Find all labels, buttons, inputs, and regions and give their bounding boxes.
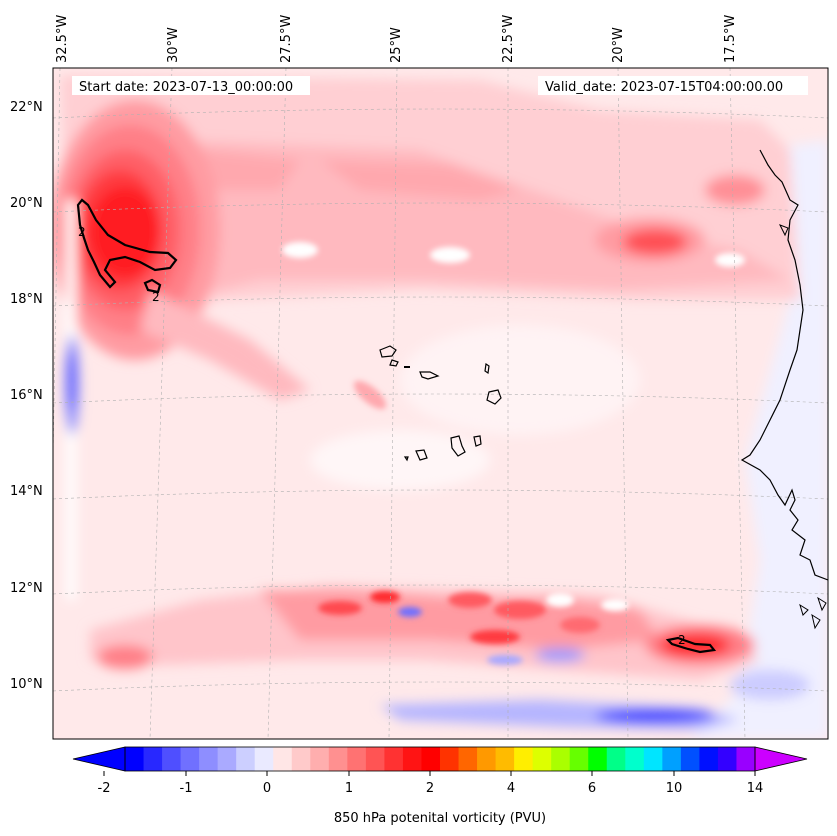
lat-tick-6: 10°N [10, 677, 43, 692]
colorbar-cell [125, 747, 145, 771]
colorbar-title: 850 hPa potenital vorticity (PVU) [334, 811, 546, 826]
lon-tick-3: 25°W [389, 27, 404, 63]
cbar-tick-3: 1 [345, 781, 353, 796]
colorbar-cell [328, 747, 348, 771]
gridlines [53, 68, 828, 739]
colorbar-cell [310, 747, 330, 771]
lat-tick-labels: 22°N 20°N 18°N 16°N 14°N 12°N 10°N [10, 100, 43, 692]
colorbar-frame [124, 746, 756, 772]
valid-date-label: Valid_date: 2023-07-15T04:00:00.00 [545, 80, 783, 95]
lon-tick-5: 20°W [611, 27, 626, 63]
cbar-tick-0: -2 [98, 781, 111, 796]
colorbar-cell [384, 747, 404, 771]
map-frame [52, 67, 829, 740]
colorbar-cell [606, 747, 626, 771]
colorbar-cell [180, 747, 200, 771]
contour-se [665, 636, 717, 654]
start-date-box [72, 76, 310, 95]
lat-tick-0: 22°N [10, 100, 43, 115]
colorbar-cell [643, 747, 663, 771]
cape-verde-islands [379, 345, 502, 462]
colorbar-cell [569, 747, 589, 771]
lat-tick-3: 16°N [10, 388, 43, 403]
colorbar-cell [736, 747, 756, 771]
colorbar-cell [236, 747, 256, 771]
pv-contours [76, 198, 717, 654]
colorbar-cell [699, 747, 719, 771]
colorbar-cell [551, 747, 571, 771]
colorbar-cell [680, 747, 700, 771]
colorbar-cells [125, 747, 756, 771]
colorbar-cell [440, 747, 460, 771]
pv-field-shading [53, 75, 828, 739]
lon-tick-4: 22.5°W [501, 15, 516, 63]
colorbar-cell [625, 747, 645, 771]
colorbar-cell [291, 747, 311, 771]
colorbar-cell [217, 747, 237, 771]
colorbar-cell [458, 747, 478, 771]
cbar-tick-8: 14 [747, 781, 764, 796]
cbar-tick-1: -1 [180, 781, 193, 796]
colorbar-cell [347, 747, 367, 771]
contour-label-se: 2 [678, 633, 686, 647]
colorbar-cell [254, 747, 274, 771]
start-date-label: Start date: 2023-07-13_00:00:00 [79, 80, 293, 95]
colorbar-cell [421, 747, 441, 771]
lat-tick-2: 18°N [10, 292, 43, 307]
colorbar-cell [662, 747, 682, 771]
colorbar-cell [514, 747, 534, 771]
colorbar-cell [273, 747, 293, 771]
lon-tick-6: 17.5°W [723, 15, 738, 63]
lon-tick-2: 27.5°W [279, 15, 294, 63]
colorbar-cell [532, 747, 552, 771]
colorbar-cell [477, 747, 497, 771]
contour-label-nw: 2 [78, 225, 86, 239]
colorbar-ticks [103, 771, 756, 776]
colorbar-extend-max [754, 746, 808, 772]
colorbar-cell [402, 747, 422, 771]
contour-nw-small [143, 278, 162, 294]
colorbar-cell [588, 747, 608, 771]
colorbar-cell [143, 747, 163, 771]
lon-tick-labels: 32.5°W 30°W 27.5°W 25°W 22.5°W 20°W 17.5… [55, 15, 738, 63]
cbar-tick-2: 0 [263, 781, 271, 796]
pv-streaks [282, 242, 745, 665]
africa-coastline [740, 149, 828, 581]
colorbar-tick-labels: -2 -1 0 1 2 4 6 10 14 [98, 781, 764, 796]
colorbar-cell [162, 747, 182, 771]
colorbar-cell [199, 747, 219, 771]
colorbar-cell [495, 747, 515, 771]
lon-tick-1: 30°W [166, 27, 181, 63]
valid-date-box [538, 76, 808, 95]
cbar-tick-7: 10 [666, 781, 683, 796]
cbar-tick-6: 6 [588, 781, 596, 796]
colorbar-extend-min [72, 746, 126, 772]
contour-label-nw-2: 2 [152, 290, 160, 304]
lat-tick-4: 14°N [10, 484, 43, 499]
cbar-tick-5: 4 [507, 781, 515, 796]
contour-nw [76, 198, 178, 289]
cbar-tick-4: 2 [426, 781, 434, 796]
lon-tick-0: 32.5°W [55, 15, 70, 63]
colorbar-cell [365, 747, 385, 771]
lat-tick-5: 12°N [10, 581, 43, 596]
colorbar: -2 -1 0 1 2 4 6 10 14 850 hPa potenital … [72, 746, 808, 826]
lat-tick-1: 20°N [10, 196, 43, 211]
colorbar-cell [717, 747, 737, 771]
map-panel: 2 2 2 Start date: 2023-07-13_00:00:00 Va… [53, 68, 828, 739]
